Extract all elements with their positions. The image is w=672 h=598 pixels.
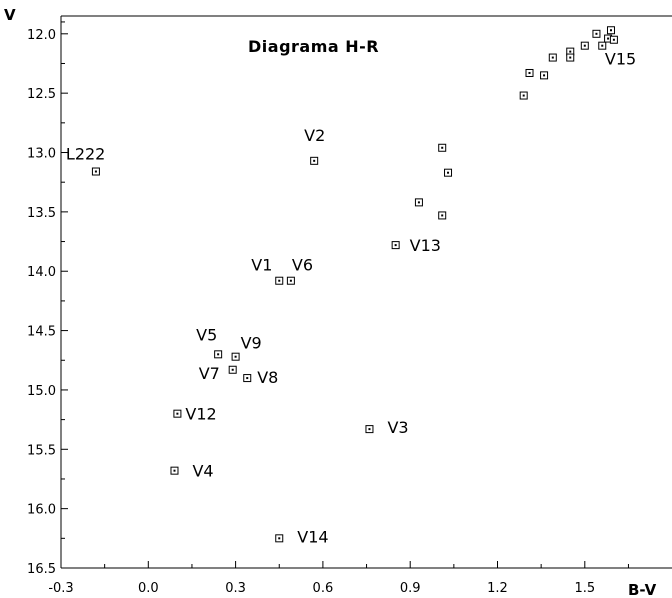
point-marker-dot xyxy=(601,44,604,47)
axes xyxy=(60,15,672,569)
point-marker-dot xyxy=(176,412,179,415)
point-marker-dot xyxy=(313,159,316,162)
point-marker-dot xyxy=(289,279,292,282)
y-tick-label: 12.0 xyxy=(27,28,56,43)
x-tick-label: -0.3 xyxy=(48,581,73,596)
data-point xyxy=(566,53,575,62)
point-label-v14: V14 xyxy=(297,527,328,546)
data-point-v2 xyxy=(310,156,319,165)
points: L222 V2 V1 V6 V5 V9 V7 V8 V12 V4 V14 V3 V13 V15 xyxy=(66,26,636,546)
x-tick-label: 0.9 xyxy=(400,581,421,596)
point-marker-dot xyxy=(234,355,237,358)
data-point-v5 xyxy=(214,350,223,359)
data-point xyxy=(525,68,534,77)
x-tick-label: 1.2 xyxy=(487,581,508,596)
point-marker-dot xyxy=(441,146,444,149)
data-point-v1 xyxy=(275,276,284,285)
x-tick-label: 0.3 xyxy=(225,581,246,596)
y-tick-label: 15.0 xyxy=(27,384,56,399)
x-tick-label: 1.5 xyxy=(574,581,595,596)
data-point-v8 xyxy=(243,374,252,383)
point-marker-dot xyxy=(607,37,610,40)
y-tick-label: 13.0 xyxy=(27,147,56,162)
point-label-l222: L222 xyxy=(66,145,105,164)
y-axis-label: V xyxy=(4,6,16,24)
data-point xyxy=(414,198,423,207)
data-point-v14 xyxy=(275,534,284,543)
point-marker-dot xyxy=(94,170,97,173)
point-marker-dot xyxy=(278,537,281,540)
x-axis-label: B-V xyxy=(628,581,657,598)
data-point-v7 xyxy=(228,365,237,374)
point-label-v12: V12 xyxy=(185,405,216,424)
data-point xyxy=(438,211,447,220)
data-point xyxy=(580,41,589,50)
point-marker-dot xyxy=(612,38,615,41)
point-label-v13: V13 xyxy=(410,236,441,255)
point-label-v9: V9 xyxy=(241,334,262,353)
data-point xyxy=(592,29,601,38)
point-label-v5: V5 xyxy=(196,325,217,344)
point-label-v6: V6 xyxy=(292,256,313,275)
data-point-v15 xyxy=(609,35,618,44)
data-point-v4 xyxy=(170,466,179,475)
data-point-v12 xyxy=(173,409,182,418)
point-marker-dot xyxy=(278,279,281,282)
x-tick-label: 0.0 xyxy=(138,581,159,596)
y-tick-label: 16.0 xyxy=(27,503,56,518)
point-marker-dot xyxy=(246,377,249,380)
point-marker-dot xyxy=(441,214,444,217)
point-marker-dot xyxy=(231,368,234,371)
point-label-v7: V7 xyxy=(199,364,220,383)
data-point-l222 xyxy=(91,167,100,176)
data-point-v3 xyxy=(365,425,374,434)
point-marker-dot xyxy=(595,32,598,35)
data-point xyxy=(519,91,528,100)
point-label-v1: V1 xyxy=(251,256,272,275)
point-marker-dot xyxy=(609,29,612,32)
point-marker-dot xyxy=(543,74,546,77)
point-marker-dot xyxy=(522,94,525,97)
data-point xyxy=(444,168,453,177)
point-label-v3: V3 xyxy=(387,418,408,437)
y-tick-label: 16.5 xyxy=(27,562,56,577)
x-tick-label: 0.6 xyxy=(313,581,334,596)
point-label-v8: V8 xyxy=(257,368,278,387)
point-label-v4: V4 xyxy=(192,462,213,481)
y-tick-label: 14.5 xyxy=(27,325,56,340)
ticks: 12.0 12.5 13.0 13.5 14.0 14.5 15.0 15.5 16.0 16.5… xyxy=(27,21,629,596)
data-point-v6 xyxy=(286,276,295,285)
point-marker-dot xyxy=(394,244,397,247)
data-point-v13 xyxy=(391,241,400,250)
y-tick-label: 12.5 xyxy=(27,87,56,102)
data-point xyxy=(438,143,447,152)
y-tick-label: 13.5 xyxy=(27,206,56,221)
data-point xyxy=(548,53,557,62)
point-marker-dot xyxy=(569,56,572,59)
point-marker-dot xyxy=(217,353,220,356)
point-marker-dot xyxy=(368,428,371,431)
point-marker-dot xyxy=(173,469,176,472)
y-tick-label: 15.5 xyxy=(27,443,56,458)
chart-title: Diagrama H-R xyxy=(248,37,379,56)
point-label-v2: V2 xyxy=(304,126,325,145)
point-marker-dot xyxy=(551,56,554,59)
point-marker-dot xyxy=(583,44,586,47)
point-marker-dot xyxy=(528,71,531,74)
data-point-v9 xyxy=(231,352,240,361)
point-label-v15: V15 xyxy=(605,50,636,69)
data-point xyxy=(606,26,615,35)
data-point xyxy=(598,41,607,50)
point-marker-dot xyxy=(447,171,450,174)
data-point xyxy=(540,71,549,80)
point-marker-dot xyxy=(569,50,572,53)
point-marker-dot xyxy=(417,201,420,204)
y-tick-label: 14.0 xyxy=(27,265,56,280)
